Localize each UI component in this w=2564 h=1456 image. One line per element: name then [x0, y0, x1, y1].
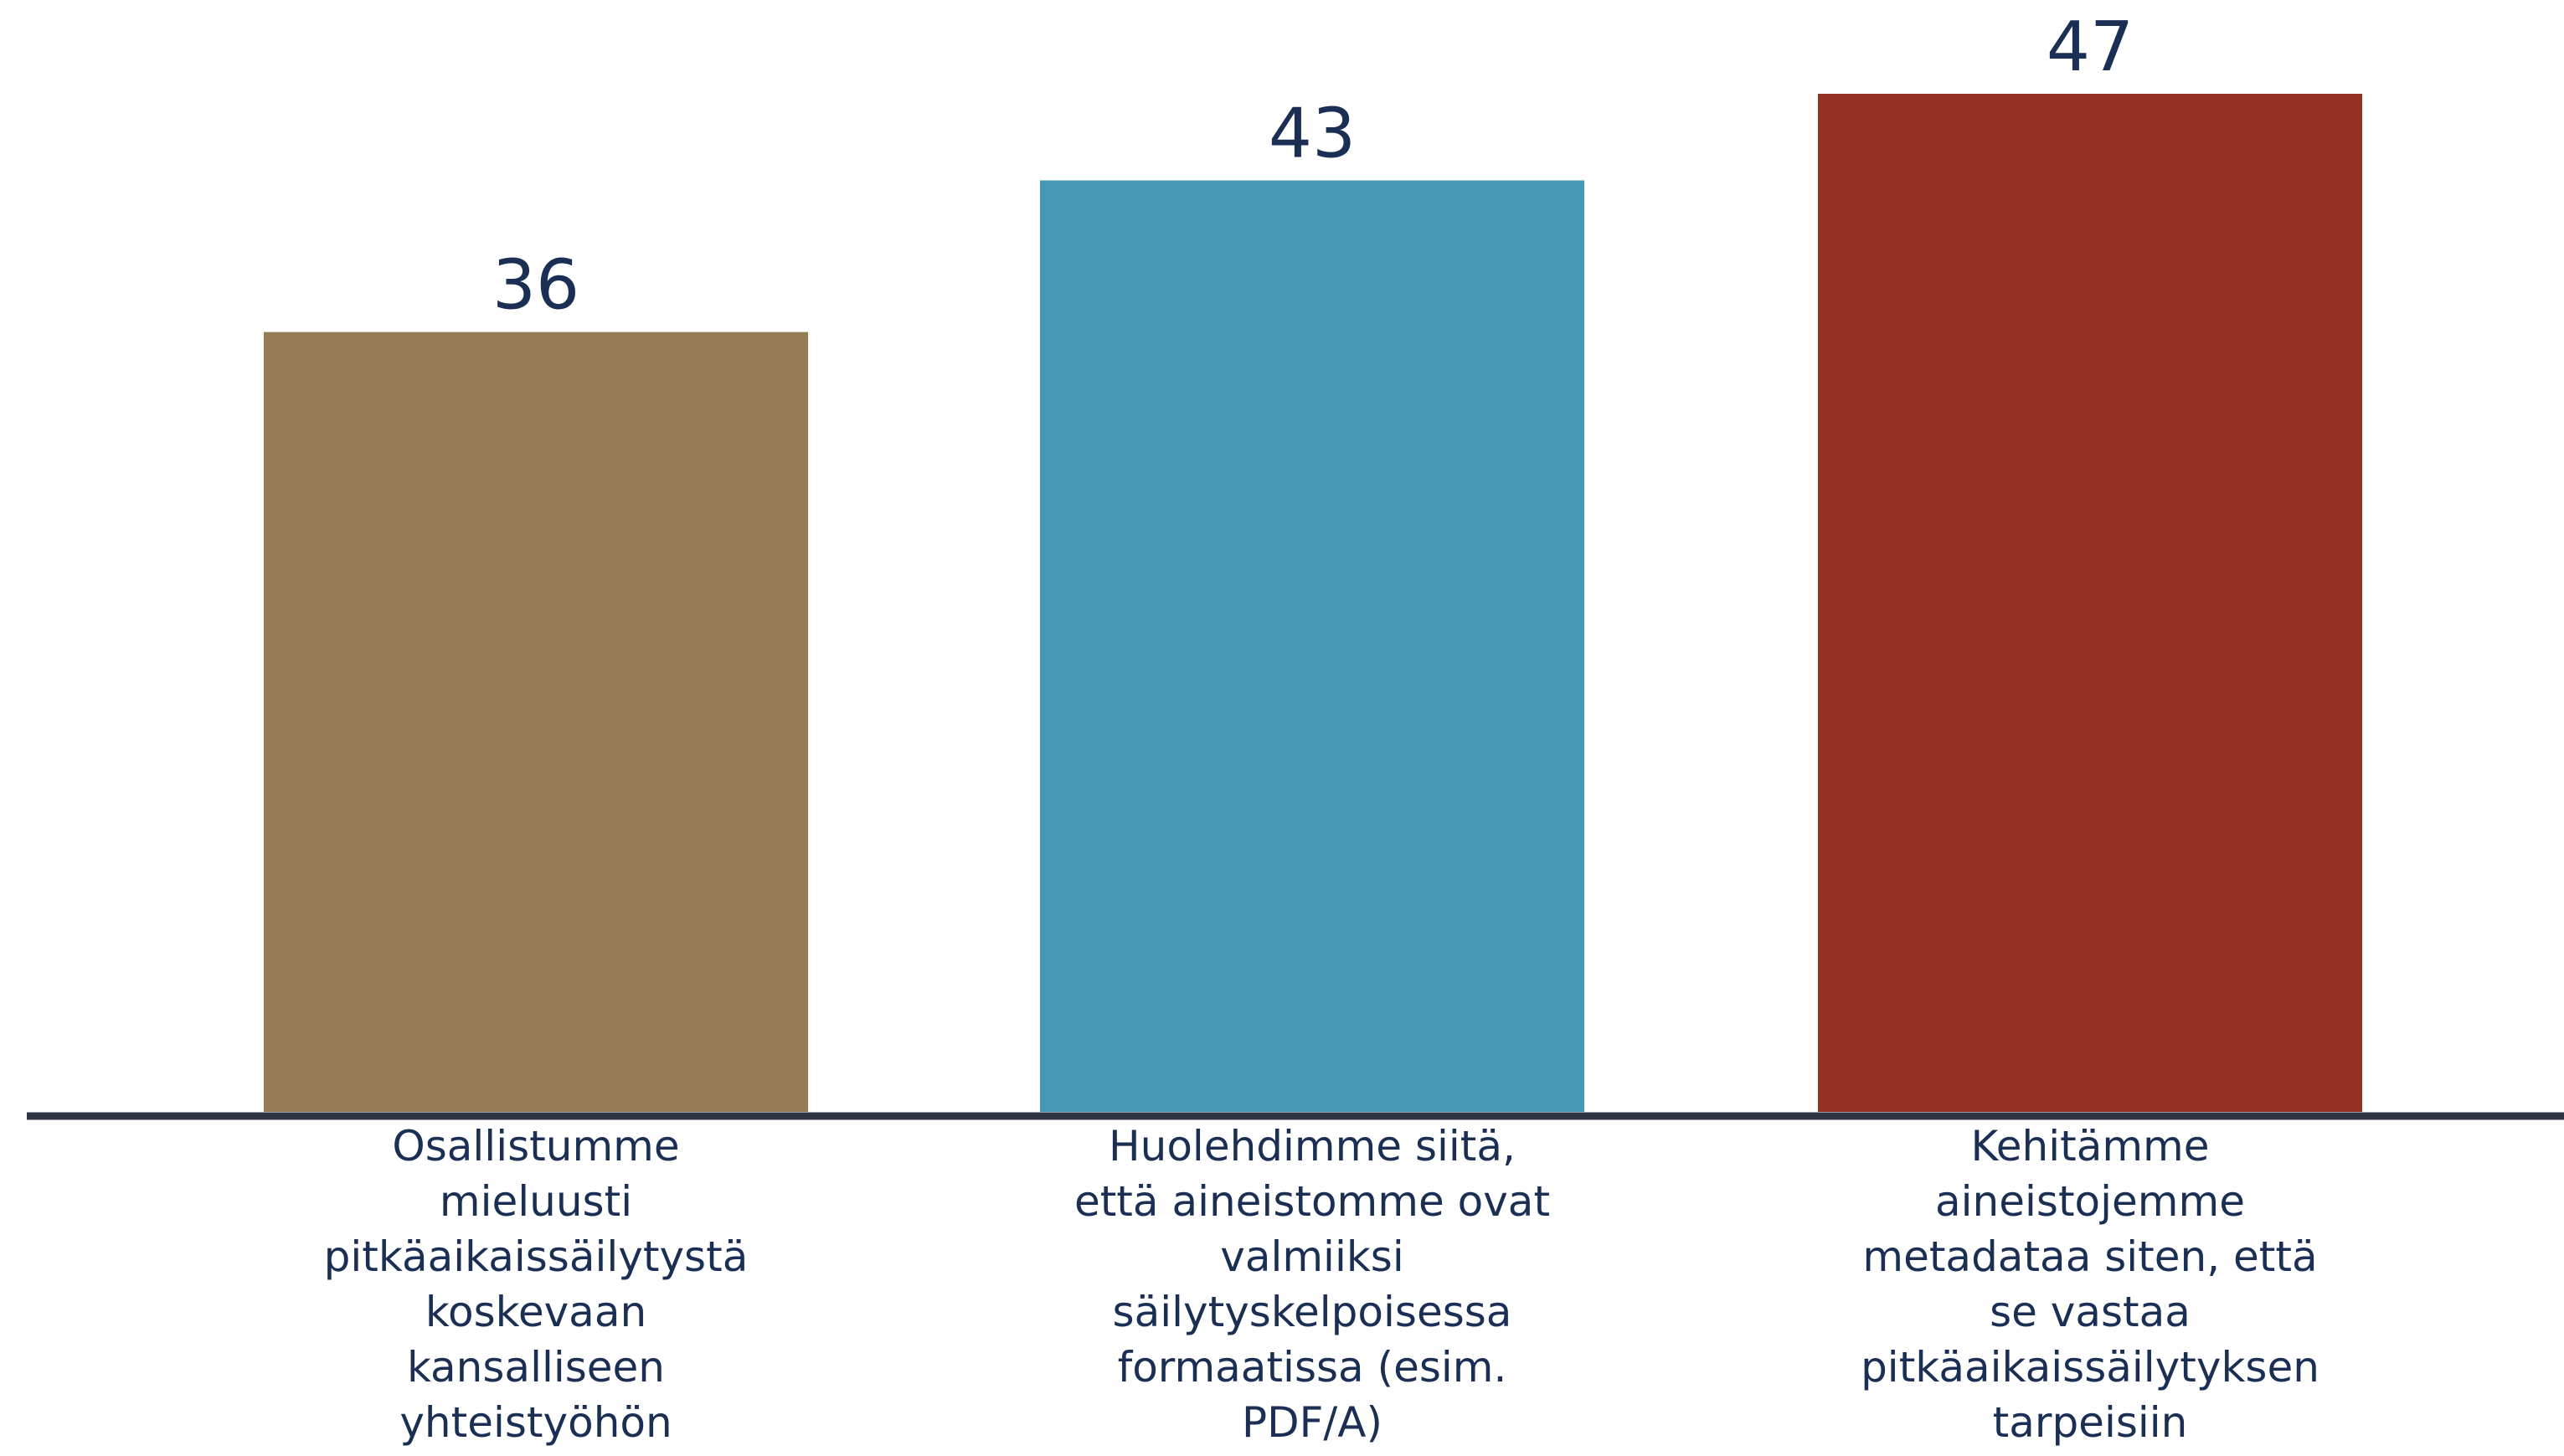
bar-value-label: 47: [2047, 8, 2134, 87]
bar: [264, 332, 808, 1113]
category-label: Kehitämme aineistojemme metadataa siten,…: [1861, 1122, 2319, 1447]
value-labels-group: 36 43 47: [492, 8, 2134, 326]
bar-value-label: 36: [492, 246, 579, 326]
bar: [1040, 180, 1584, 1112]
category-label: Huolehdimme siitä, että aineistomme ovat…: [1073, 1122, 1551, 1447]
bars-group: [264, 94, 2362, 1113]
bar-value-label: 43: [1269, 94, 1356, 173]
bar: [1818, 94, 2362, 1112]
category-label: Osallistumme mieluusti pitkäaikaissäilyt…: [323, 1122, 749, 1447]
